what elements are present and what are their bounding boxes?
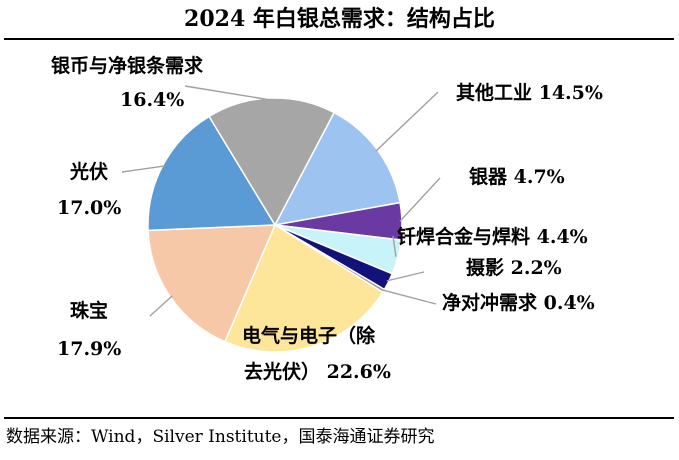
leader-line-photography — [386, 271, 425, 282]
leader-line-net-hedging — [381, 289, 437, 305]
leader-line-jewelry — [149, 295, 173, 317]
label-photography: 摄影 2.2% — [466, 256, 562, 279]
chart-title: 2024 年白银总需求：结构占比 — [184, 6, 495, 32]
pie-slice-photovoltaic — [147, 115, 277, 232]
label-jewelry-line2: 17.9% — [57, 338, 121, 360]
bottom-rule — [4, 417, 674, 419]
leader-line-silverware — [399, 177, 441, 222]
label-silverware: 银器 4.7% — [469, 165, 565, 188]
leader-lines — [121, 85, 441, 317]
label-coins-bars-line2: 16.4% — [120, 89, 184, 111]
source-note: 数据来源：Wind，Silver Institute，国泰海通证券研究 — [6, 427, 435, 447]
leader-line-brazing-alloys — [392, 235, 397, 257]
label-jewelry-line1: 珠宝 — [70, 299, 108, 322]
label-electrical-line1: 电气与电子（除 — [242, 324, 376, 347]
label-other-industrial: 其他工业 14.5% — [456, 81, 603, 104]
leader-line-coins-bars — [184, 85, 272, 101]
pie-slice-electrical — [223, 223, 384, 353]
top-rule — [4, 38, 674, 40]
label-photovoltaic-line1: 光伏 — [69, 160, 108, 183]
label-brazing-alloys: 钎焊合金与焊料 4.4% — [397, 225, 588, 248]
pie-slices — [147, 97, 403, 353]
leader-line-photovoltaic — [121, 165, 165, 173]
pie-slice-coins-bars — [208, 97, 336, 227]
label-net-hedging: 净对冲需求 0.4% — [442, 291, 595, 314]
label-electrical-line2: 去光伏） 22.6% — [244, 360, 391, 383]
label-photovoltaic-line2: 17.0% — [57, 197, 121, 219]
leader-line-other-industrial — [375, 91, 439, 152]
label-coins-bars-line1: 银币与净银条需求 — [51, 54, 204, 77]
